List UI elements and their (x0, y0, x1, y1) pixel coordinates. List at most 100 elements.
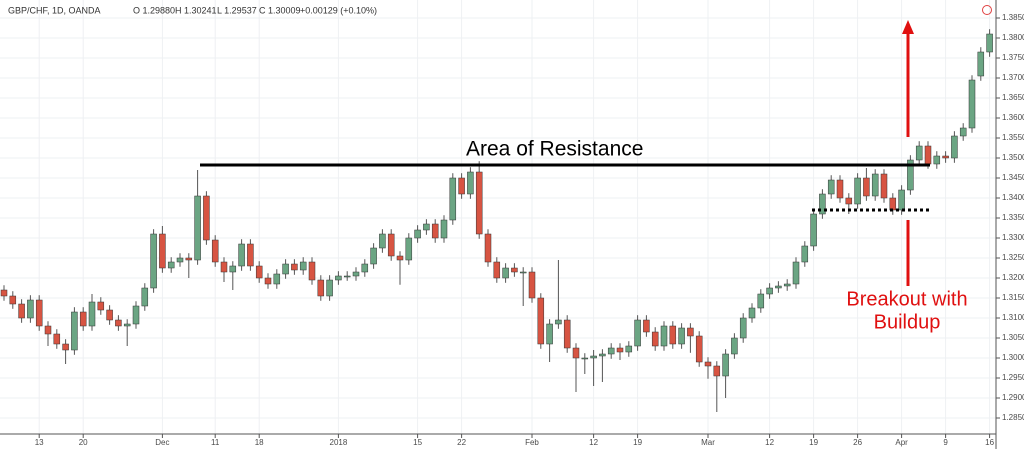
candle-body (150, 233, 157, 289)
y-tick-label: 1.37500 (1002, 53, 1024, 62)
candle-body (977, 51, 985, 77)
candle-body (792, 261, 800, 285)
candle-body (467, 171, 474, 195)
candle-body (528, 271, 536, 299)
candle-body (563, 319, 571, 349)
candle-body (634, 319, 641, 347)
symbol: GBP/CHF, 1D, OANDA (8, 5, 101, 15)
candle-body (599, 353, 606, 357)
y-tick-label: 1.32500 (1002, 253, 1024, 262)
candle-body (255, 265, 263, 279)
candle-body (106, 309, 113, 321)
candle-body (986, 33, 993, 53)
candle-body (651, 331, 659, 347)
candle-body (748, 307, 756, 319)
candle-body (123, 323, 131, 327)
candle-body (625, 345, 633, 353)
candle-body (739, 317, 747, 339)
candle-body (361, 263, 369, 273)
candle-body (643, 319, 650, 333)
candle-body (308, 261, 316, 281)
candle-body (115, 319, 122, 327)
candle-body (537, 297, 545, 345)
candle-body (97, 301, 105, 311)
resistance-label: Area of Resistance (466, 138, 643, 161)
candle-body (423, 223, 430, 231)
candle-body (511, 267, 518, 273)
candle-body (326, 279, 333, 297)
candle-body (379, 233, 386, 249)
candle-body (247, 243, 254, 267)
y-tick-label: 1.33000 (1002, 233, 1024, 242)
candle-body (546, 323, 553, 345)
candle-body (405, 237, 413, 261)
x-tick-label: 19 (809, 438, 818, 447)
candle-body (915, 145, 923, 161)
header: GBP/CHF, 1D, OANDA O 1.29880 H 1.30241 L… (8, 5, 377, 15)
candle-body (167, 261, 175, 269)
candle-body (238, 243, 245, 267)
x-tick-label: 19 (633, 438, 642, 447)
y-tick-label: 1.38000 (1002, 33, 1024, 42)
y-tick-label: 1.28500 (1002, 413, 1024, 422)
y-tick-label: 1.36000 (1002, 113, 1024, 122)
candle-body (211, 239, 219, 263)
grid (0, 0, 996, 434)
candle-body (449, 177, 457, 221)
candle-body (0, 289, 8, 297)
candle-body (185, 257, 193, 261)
x-tick-label: 9 (943, 438, 948, 447)
candle-body (775, 285, 782, 289)
candle-body (871, 173, 879, 197)
candle-body (687, 327, 694, 337)
candle-body (678, 327, 685, 345)
ohlc-change: +0.00129 (+0.10%) (300, 5, 377, 15)
y-tick-label: 1.38500 (1002, 13, 1024, 22)
candle-body (819, 193, 826, 215)
candle-body (317, 279, 325, 297)
candle-body (273, 273, 281, 285)
candle-body (431, 223, 439, 239)
candle-body (968, 79, 976, 129)
candle-body (951, 135, 958, 159)
candle-body (159, 233, 166, 269)
candle-body (616, 347, 624, 353)
candle-body (79, 311, 87, 327)
alert-icon[interactable] (982, 5, 992, 15)
candle-body (907, 159, 914, 191)
candle-body (440, 219, 448, 239)
candle-body (757, 293, 765, 309)
candle-body (335, 275, 342, 281)
candle-body (704, 361, 712, 367)
x-tick-label: 16 (985, 438, 994, 447)
candle-body (581, 357, 589, 360)
candle-body (880, 173, 888, 199)
breakout-label: Breakout with (846, 288, 967, 310)
candle-body (590, 355, 597, 359)
candle-body (458, 177, 465, 195)
candle-body (924, 145, 932, 165)
y-tick-label: 1.35500 (1002, 133, 1024, 142)
candle-body (291, 263, 298, 271)
candle-body (660, 325, 668, 347)
candle-body (695, 335, 703, 363)
candle-body (343, 275, 351, 278)
candle-body (889, 197, 897, 211)
candle-body (194, 195, 201, 261)
candle-body (264, 277, 272, 285)
x-tick-label: 2018 (330, 438, 348, 447)
y-tick-label: 1.30500 (1002, 333, 1024, 342)
ohlc-open: O 1.29880 (133, 5, 175, 15)
candle-body (484, 233, 492, 263)
candle-body (414, 229, 421, 239)
y-tick-label: 1.30000 (1002, 353, 1024, 362)
candle-body (27, 299, 34, 319)
x-tick-label: 26 (853, 438, 862, 447)
x-tick-label: Feb (525, 438, 539, 447)
y-tick-label: 1.32000 (1002, 273, 1024, 282)
x-tick-label: 13 (35, 438, 44, 447)
candle-body (220, 261, 228, 273)
candle-body (933, 155, 941, 165)
